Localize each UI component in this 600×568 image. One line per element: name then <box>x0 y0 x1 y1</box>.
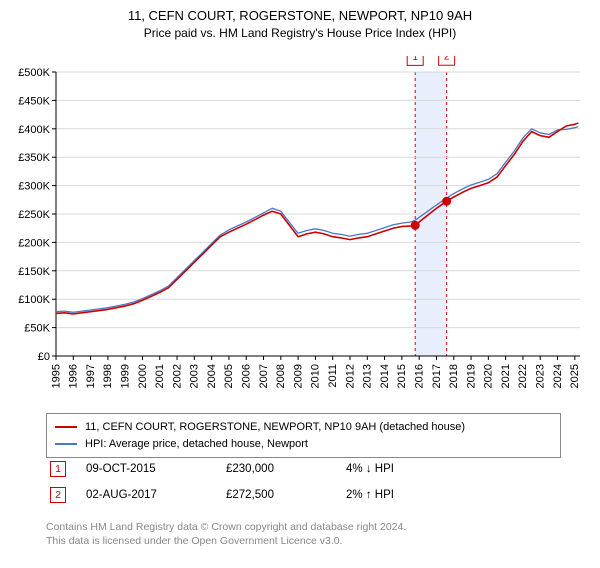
svg-text:2018: 2018 <box>448 364 460 388</box>
svg-text:2009: 2009 <box>292 364 304 388</box>
svg-text:2007: 2007 <box>258 364 270 388</box>
svg-text:£150K: £150K <box>18 266 50 278</box>
svg-text:2021: 2021 <box>500 364 512 388</box>
svg-text:2001: 2001 <box>154 364 166 388</box>
chart-title: 11, CEFN COURT, ROGERSTONE, NEWPORT, NP1… <box>0 8 600 23</box>
svg-text:2016: 2016 <box>413 364 425 388</box>
svg-text:£0: £0 <box>38 351 50 363</box>
svg-text:2013: 2013 <box>362 364 374 388</box>
svg-text:£500K: £500K <box>18 67 50 79</box>
event-delta: 4% ↓ HPI <box>342 456 561 482</box>
legend: 11, CEFN COURT, ROGERSTONE, NEWPORT, NP1… <box>46 413 561 458</box>
svg-text:2: 2 <box>444 56 450 63</box>
event-price: £230,000 <box>222 456 342 482</box>
svg-text:£250K: £250K <box>18 209 50 221</box>
svg-text:2003: 2003 <box>189 364 201 388</box>
svg-text:£450K: £450K <box>18 95 50 107</box>
svg-text:2011: 2011 <box>327 364 339 388</box>
svg-text:1999: 1999 <box>119 364 131 388</box>
svg-text:2017: 2017 <box>431 364 443 388</box>
svg-text:1997: 1997 <box>85 364 97 388</box>
svg-text:2014: 2014 <box>379 364 391 388</box>
legend-swatch <box>55 426 77 428</box>
svg-text:2022: 2022 <box>517 364 529 388</box>
event-price: £272,500 <box>222 482 342 508</box>
legend-label: HPI: Average price, detached house, Newp… <box>85 436 308 453</box>
svg-text:1: 1 <box>412 56 418 63</box>
svg-text:2002: 2002 <box>171 364 183 388</box>
svg-text:2008: 2008 <box>275 364 287 388</box>
event-date: 02-AUG-2017 <box>82 482 222 508</box>
svg-text:2000: 2000 <box>137 364 149 388</box>
event-date: 09-OCT-2015 <box>82 456 222 482</box>
event-marker-icon: 2 <box>50 487 66 503</box>
chart-area: £0 £50K £100K £150K £200K £250K £300K £350K £400… <box>10 56 590 406</box>
footer-line: Contains HM Land Registry data © Crown c… <box>46 520 561 534</box>
event-row: 1 09-OCT-2015 £230,000 4% ↓ HPI <box>46 456 561 482</box>
svg-text:2005: 2005 <box>223 364 235 388</box>
legend-item: HPI: Average price, detached house, Newp… <box>55 436 552 453</box>
legend-item: 11, CEFN COURT, ROGERSTONE, NEWPORT, NP1… <box>55 419 552 436</box>
event-delta: 2% ↑ HPI <box>342 482 561 508</box>
svg-text:£200K: £200K <box>18 237 50 249</box>
footer-attribution: Contains HM Land Registry data © Crown c… <box>46 520 561 548</box>
svg-text:2004: 2004 <box>206 364 218 388</box>
svg-text:2015: 2015 <box>396 364 408 388</box>
event-marker-icon: 1 <box>50 461 66 477</box>
svg-text:2020: 2020 <box>483 364 495 388</box>
svg-text:£300K: £300K <box>18 181 50 193</box>
footer-line: This data is licensed under the Open Gov… <box>46 534 561 548</box>
chart-subtitle: Price paid vs. HM Land Registry's House … <box>0 26 600 40</box>
svg-text:£350K: £350K <box>18 152 50 164</box>
chart-svg: £0 £50K £100K £150K £200K £250K £300K £350K £400… <box>10 56 590 406</box>
svg-text:2024: 2024 <box>552 364 564 388</box>
svg-text:2006: 2006 <box>241 364 253 388</box>
svg-text:1996: 1996 <box>68 364 80 388</box>
svg-text:2019: 2019 <box>465 364 477 388</box>
legend-label: 11, CEFN COURT, ROGERSTONE, NEWPORT, NP1… <box>85 419 465 436</box>
svg-text:1998: 1998 <box>102 364 114 388</box>
svg-text:1995: 1995 <box>50 364 62 388</box>
event-row: 2 02-AUG-2017 £272,500 2% ↑ HPI <box>46 482 561 508</box>
svg-text:£100K: £100K <box>18 294 50 306</box>
legend-swatch <box>55 443 77 445</box>
svg-text:2025: 2025 <box>569 364 581 388</box>
svg-text:£400K: £400K <box>18 124 50 136</box>
svg-text:2023: 2023 <box>535 364 547 388</box>
svg-text:2012: 2012 <box>344 364 356 388</box>
svg-text:£50K: £50K <box>24 323 50 335</box>
events-table: 1 09-OCT-2015 £230,000 4% ↓ HPI 2 02-AUG… <box>46 456 561 508</box>
svg-text:2010: 2010 <box>310 364 322 388</box>
